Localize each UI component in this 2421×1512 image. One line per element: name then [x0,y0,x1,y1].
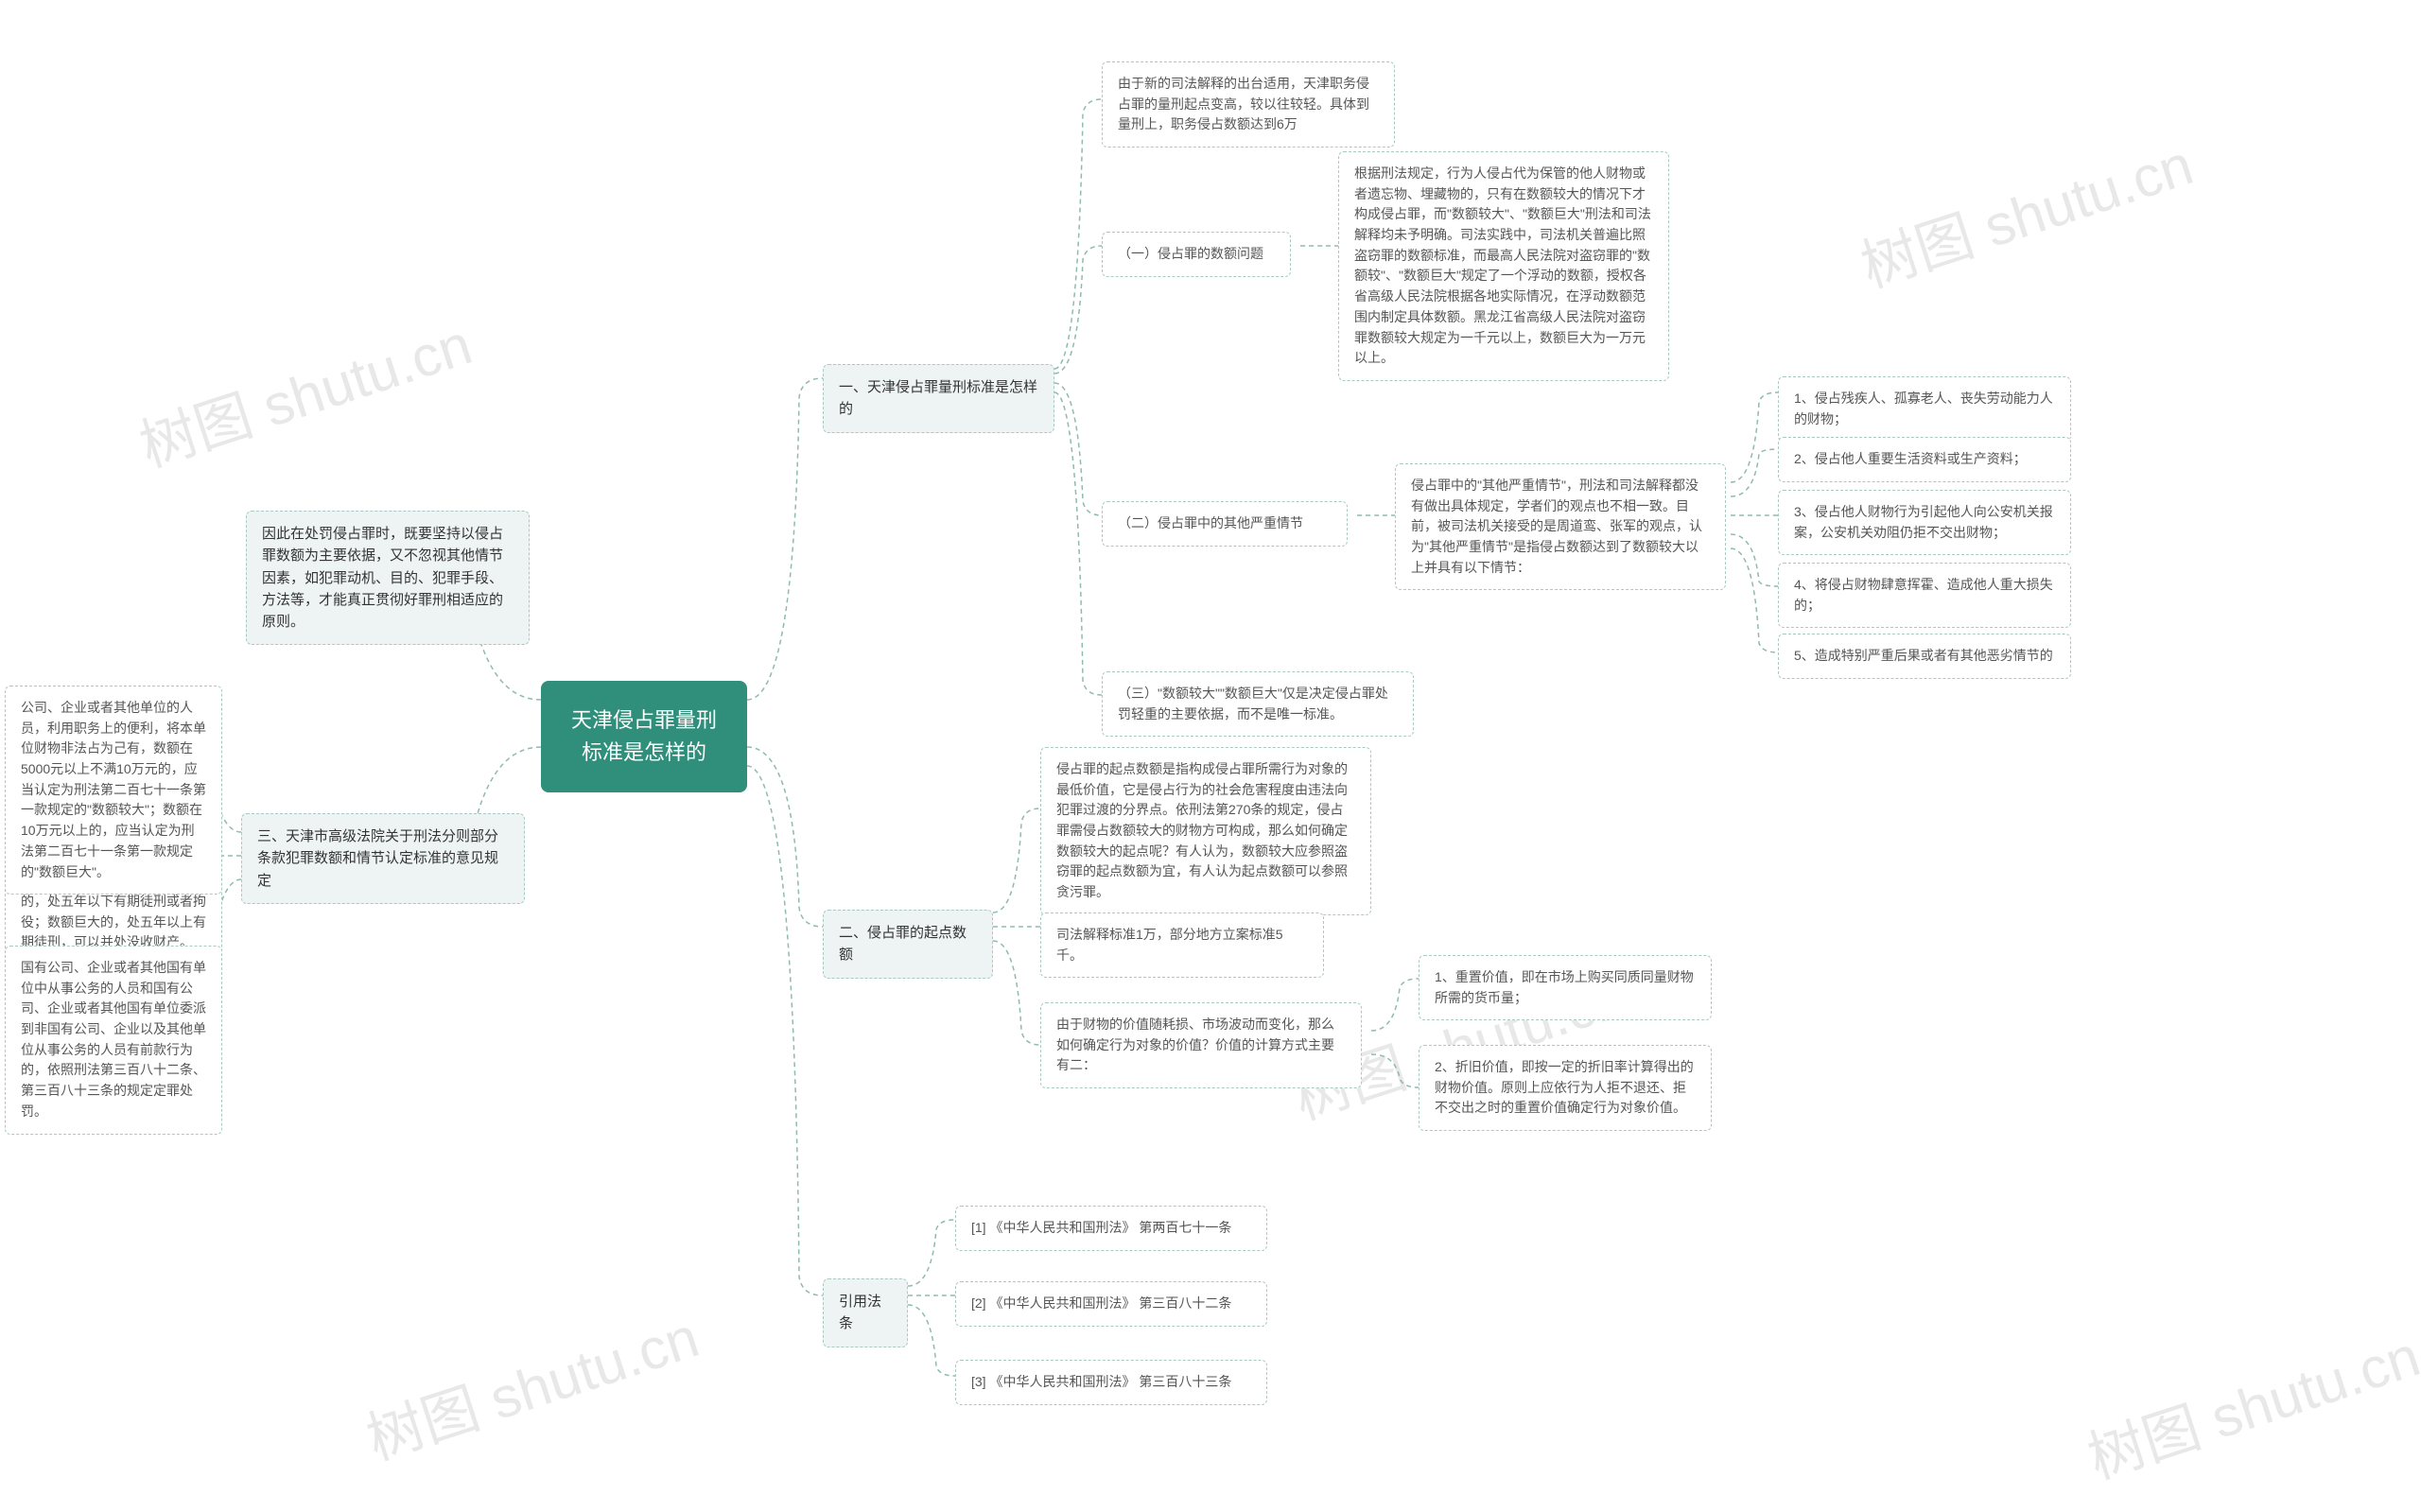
branch2-title: 二、侵占罪的起点数额 [823,910,993,979]
branch2-p3: 由于财物的价值随耗损、市场波动而变化，那么如何确定行为对象的价值？价值的计算方式… [1040,1002,1362,1088]
branch1-s2-item4: 4、将侵占财物肆意挥霍、造成他人重大损失的； [1778,563,2071,628]
branch4-title: 引用法条 [823,1278,908,1347]
watermark: 树图 shutu.cn [2076,1311,2421,1495]
branch2-item2: 2、折旧价值，即按一定的折旧率计算得出的财物价值。原则上应依行为人拒不退还、拒不… [1419,1045,1712,1131]
branch1-s2-item5: 5、造成特别严重后果或者有其他恶劣情节的 [1778,634,2071,679]
watermark: 树图 shutu.cn [355,1292,707,1476]
branch1-lead: 由于新的司法解释的出台适用，天津职务侵占罪的量刑起点变高，较以往较轻。具体到量刑… [1102,61,1395,148]
branch4-item3: [3] 《中华人民共和国刑法》 第三百八十三条 [955,1360,1267,1405]
branch3-s3-text: 国有公司、企业或者其他国有单位中从事公务的人员和国有公司、企业或者其他国有单位委… [5,946,222,1135]
branch1-s1-text: 根据刑法规定，行为人侵占代为保管的他人财物或者遗忘物、埋藏物的，只有在数额较大的… [1338,151,1669,381]
root-node: 天津侵占罪量刑标准是怎样的 [541,681,747,792]
branch1-s3-label: （三）"数额较大""数额巨大"仅是决定侵占罪处罚轻重的主要依据，而不是唯一标准。 [1102,671,1414,737]
branch1-s2-item2: 2、侵占他人重要生活资料或生产资料； [1778,437,2071,482]
branch1-s2-label: （二）侵占罪中的其他严重情节 [1102,501,1348,547]
branch1-s2-text: 侵占罪中的"其他严重情节"，刑法和司法解释都没有做出具体规定，学者们的观点也不相… [1395,463,1726,590]
branch1-title: 一、天津侵占罪量刑标准是怎样的 [823,364,1054,433]
branch4-item2: [2] 《中华人民共和国刑法》 第三百八十二条 [955,1281,1267,1327]
branch1-s2-item1: 1、侵占残疾人、孤寡老人、丧失劳动能力人的财物； [1778,376,2071,442]
branch1-s1-label: （一）侵占罪的数额问题 [1102,232,1291,277]
watermark: 树图 shutu.cn [128,299,480,483]
watermark: 树图 shutu.cn [1849,119,2202,304]
branch2-item1: 1、重置价值，即在市场上购买同质同量财物所需的货币量； [1419,955,1712,1020]
branch1-s2-item3: 3、侵占他人财物行为引起他人向公安机关报案，公安机关劝阻仍拒不交出财物； [1778,490,2071,555]
branch3-title: 三、天津市高级法院关于刑法分则部分条款犯罪数额和情节认定标准的意见规定 [241,813,525,904]
branch2-p1: 侵占罪的起点数额是指构成侵占罪所需行为对象的最低价值，它是侵占行为的社会危害程度… [1040,747,1371,915]
branch3-s1-text-fixed: 公司、企业或者其他单位的人员，利用职务上的便利，将本单位财物非法占为己有，数额在… [5,686,222,895]
note-node: 因此在处罚侵占罪时，既要坚持以侵占罪数额为主要依据，又不忽视其他情节因素，如犯罪… [246,511,530,645]
branch4-item1: [1] 《中华人民共和国刑法》 第两百七十一条 [955,1206,1267,1251]
branch2-p2: 司法解释标准1万，部分地方立案标准5千。 [1040,912,1324,978]
